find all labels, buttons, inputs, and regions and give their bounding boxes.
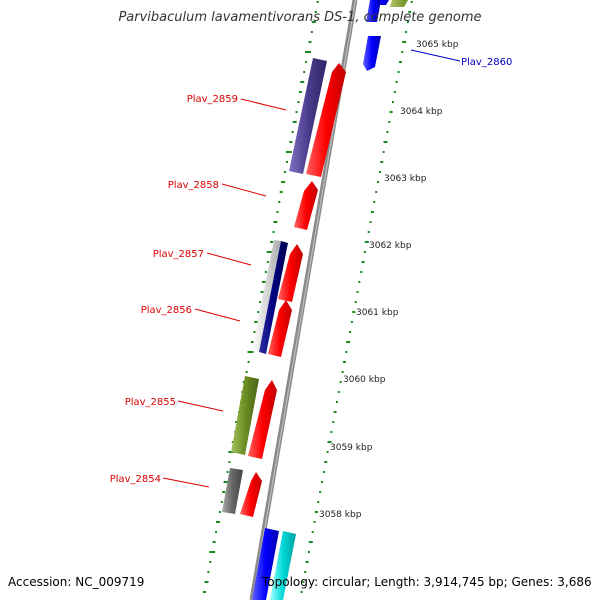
cds-plav-2855-forward	[248, 380, 277, 459]
cds-olive-top	[390, 0, 408, 7]
cds-plav-2857	[278, 244, 303, 302]
position-ruler: 3065 kbp 3064 kbp 3063 kbp 3062 kbp 3061…	[319, 40, 459, 520]
cds-plav-2860	[363, 36, 381, 71]
cds-plav-2854-forward	[240, 472, 262, 517]
cds-blue-upper	[366, 0, 381, 22]
gene-label-plav-2860[interactable]: Plav_2860	[461, 57, 512, 68]
gene-label-plav-2858[interactable]: Plav_2858	[168, 180, 219, 191]
ruler-label: 3060 kbp	[343, 375, 386, 385]
genome-summary: Topology: circular; Length: 3,914,745 bp…	[262, 575, 592, 589]
cds-cyan-bottom	[270, 531, 296, 600]
cds-plav-2856	[268, 300, 292, 357]
cds-plav-2859-forward	[306, 63, 346, 177]
cds-plav-2859-reverse	[289, 58, 327, 174]
cds-plav-2858	[294, 181, 318, 230]
gene-label-plav-2856[interactable]: Plav_2856	[141, 305, 192, 316]
gene-label-plav-2854[interactable]: Plav_2854	[110, 474, 161, 485]
ruler-label: 3061 kbp	[356, 308, 399, 318]
cds-blue-bottom	[252, 528, 279, 600]
cds-plav-2855-reverse	[231, 376, 259, 455]
ruler-label: 3059 kbp	[330, 443, 373, 453]
gene-label-leaders	[162, 49, 461, 488]
ruler-label: 3064 kbp	[400, 107, 443, 117]
ruler-label: 3058 kbp	[319, 510, 362, 520]
gene-label-plav-2855[interactable]: Plav_2855	[125, 397, 176, 408]
cds-light-2857	[252, 240, 281, 352]
ruler-label: 3065 kbp	[416, 40, 459, 50]
ruler-label: 3062 kbp	[369, 241, 412, 251]
gene-label-plav-2857[interactable]: Plav_2857	[153, 249, 204, 260]
cds-features	[222, 0, 408, 600]
accession-label: Accession: NC_009719	[8, 575, 145, 589]
map-title: Parvibaculum lavamentivorans DS-1, compl…	[118, 10, 482, 25]
ruler-label: 3063 kbp	[384, 174, 427, 184]
cds-navy-2857	[259, 241, 288, 354]
gene-labels: Plav_2860 Plav_2859 Plav_2858 Plav_2857 …	[110, 57, 513, 485]
cds-plav-2854-reverse	[222, 468, 243, 514]
gene-label-plav-2859[interactable]: Plav_2859	[187, 94, 238, 105]
